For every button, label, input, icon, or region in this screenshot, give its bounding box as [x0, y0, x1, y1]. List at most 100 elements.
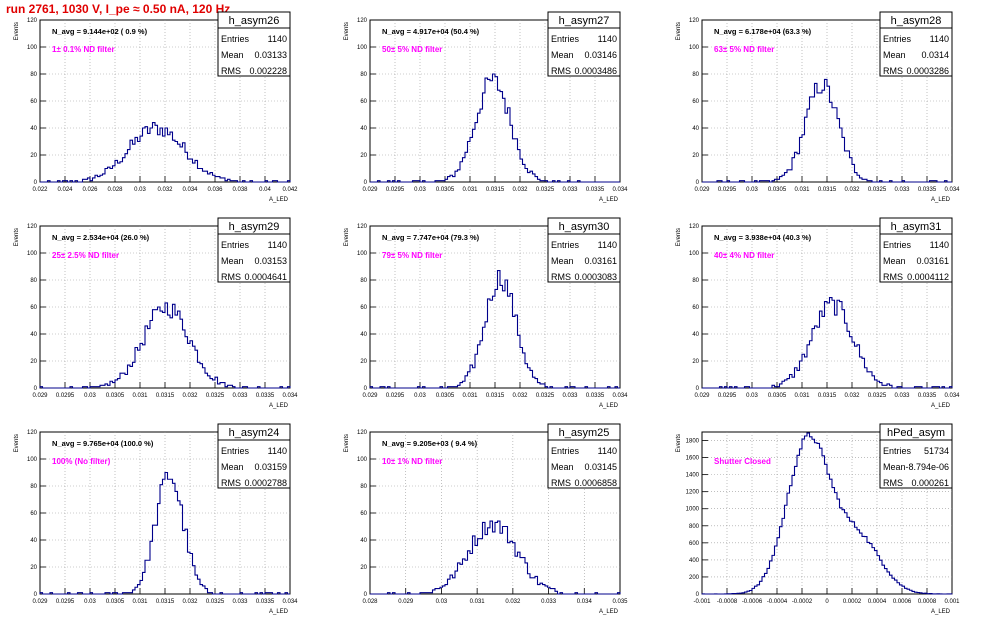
x-tick-label: 0.032 — [182, 599, 198, 605]
navg-label: N_avg = 2.534e+04 (26.0 %) — [52, 233, 150, 242]
histogram-bars — [702, 297, 953, 389]
x-axis-label: A_LED — [269, 609, 289, 615]
histogram-bars — [370, 73, 620, 183]
x-tick-label: 0.0325 — [868, 187, 887, 193]
stats-value-entries: 1140 — [598, 34, 617, 44]
x-tick-label: 0.0295 — [386, 393, 405, 399]
x-tick-label: 0 — [825, 599, 829, 605]
filter-annotation: 63± 5% ND filter — [714, 45, 774, 54]
y-tick-label: 120 — [357, 18, 368, 24]
stats-value-entries: 1140 — [268, 446, 287, 456]
filter-annotation: 100% (No filter) — [52, 457, 111, 466]
filter-annotation: 40± 4% ND filter — [714, 251, 774, 260]
filter-annotation: 1± 0.1% ND filter — [52, 45, 115, 54]
y-tick-label: 100 — [27, 45, 38, 51]
stats-label-rms: RMS — [883, 66, 903, 76]
y-axis-label: Events — [344, 228, 350, 246]
y-tick-label: 20 — [30, 359, 37, 365]
histogram-name: h_asym28 — [891, 15, 942, 27]
x-tick-label: 0.0315 — [156, 599, 175, 605]
x-tick-label: 0.029 — [694, 393, 710, 399]
y-tick-label: 100 — [357, 45, 368, 51]
histogram-panel-h_asym25: 0.028 0.029 0.03 0.031 0.032 0.033 0.034 0.035 0… — [344, 423, 628, 615]
x-tick-label: 0.034 — [282, 599, 298, 605]
x-tick-label: 0.03 — [746, 187, 758, 193]
x-tick-label: 0.03 — [436, 599, 448, 605]
y-tick-label: 60 — [360, 511, 367, 517]
x-tick-label: 0.0008 — [918, 599, 937, 605]
y-tick-label: 80 — [360, 72, 367, 78]
navg-label: N_avg = 9.205e+03 ( 9.4 %) — [382, 439, 478, 448]
stats-label-entries: Entries — [221, 240, 250, 250]
stats-label-entries: Entries — [883, 34, 912, 44]
x-tick-label: 0.031 — [462, 393, 478, 399]
x-tick-label: 0.0305 — [768, 393, 787, 399]
y-tick-label: 120 — [27, 224, 38, 230]
histogram-name: h_asym25 — [559, 427, 610, 439]
x-tick-label: 0.0315 — [818, 393, 837, 399]
histogram-name: h_asym26 — [229, 15, 280, 27]
stats-value-mean: -8.794e-06 — [905, 462, 949, 472]
x-tick-label: 0.033 — [541, 599, 557, 605]
x-tick-label: -0.0002 — [792, 599, 813, 605]
x-tick-label: 0.031 — [462, 187, 478, 193]
y-tick-label: 120 — [357, 224, 368, 230]
y-axis-label: Events — [344, 22, 350, 40]
y-tick-label: 1000 — [686, 507, 700, 513]
y-tick-label: 80 — [30, 278, 37, 284]
y-tick-label: 40 — [30, 538, 37, 544]
histogram-name: h_asym27 — [559, 15, 610, 27]
stats-box — [217, 439, 291, 489]
navg-label: N_avg = 6.178e+04 (63.3 %) — [714, 27, 812, 36]
y-tick-label: 1200 — [686, 490, 700, 496]
x-tick-label: -0.0004 — [767, 599, 788, 605]
x-axis-label: A_LED — [599, 609, 619, 615]
x-tick-label: 0.031 — [132, 393, 148, 399]
histogram-name: hPed_asym — [887, 427, 945, 439]
x-tick-label: 0.0325 — [868, 393, 887, 399]
x-tick-label: 0.038 — [232, 187, 248, 193]
stats-value-mean: 0.03159 — [254, 462, 287, 472]
y-tick-label: 100 — [27, 457, 38, 463]
x-tick-label: 0.029 — [362, 187, 378, 193]
run-title: run 2761, 1030 V, I_pe ≈ 0.50 nA, 120 Hz — [6, 2, 231, 16]
x-tick-label: 0.0325 — [536, 393, 555, 399]
x-tick-label: 0.0335 — [256, 599, 275, 605]
x-tick-label: 0.0315 — [486, 393, 505, 399]
stats-value-rms: 0.0006858 — [574, 478, 617, 488]
y-tick-label: 80 — [30, 484, 37, 490]
x-tick-label: 0.032 — [182, 393, 198, 399]
histogram-bars — [701, 432, 953, 595]
y-tick-label: 20 — [30, 565, 37, 571]
stats-value-rms: 0.0004641 — [244, 272, 287, 282]
x-tick-label: 0.031 — [132, 599, 148, 605]
stats-value-entries: 51734 — [924, 446, 949, 456]
stats-value-rms: 0.0003486 — [574, 66, 617, 76]
x-tick-label: 0.042 — [282, 187, 298, 193]
histogram-panel-hPed_asym: -0.001 -0.0008 -0.0006 -0.0004 -0.0002 0 0.000… — [676, 423, 960, 615]
stats-box — [879, 439, 953, 489]
x-tick-label: 0.001 — [944, 599, 960, 605]
y-tick-label: 0 — [34, 180, 38, 186]
y-tick-label: 60 — [360, 305, 367, 311]
stats-box — [217, 233, 291, 283]
x-tick-label: 0.035 — [612, 599, 628, 605]
y-tick-label: 120 — [689, 224, 700, 230]
x-tick-label: 0.03 — [414, 393, 426, 399]
stats-label-entries: Entries — [551, 446, 580, 456]
filter-annotation: 50± 5% ND filter — [382, 45, 442, 54]
stats-label-rms: RMS — [883, 478, 903, 488]
y-tick-label: 100 — [689, 45, 700, 51]
stats-box — [547, 439, 621, 489]
x-tick-label: 0.033 — [894, 393, 910, 399]
y-tick-label: 120 — [27, 430, 38, 436]
y-tick-label: 60 — [30, 99, 37, 105]
y-tick-label: 0 — [34, 386, 38, 392]
y-tick-label: 0 — [364, 592, 368, 598]
stats-label-rms: RMS — [551, 272, 571, 282]
histogram-panel-h_asym24: 0.029 0.0295 0.03 0.0305 0.031 0.0315 0.032 0.0… — [14, 423, 298, 615]
x-axis-label: A_LED — [269, 197, 289, 203]
x-tick-label: 0.0305 — [436, 393, 455, 399]
y-tick-label: 80 — [360, 484, 367, 490]
stats-label-rms: RMS — [221, 272, 241, 282]
